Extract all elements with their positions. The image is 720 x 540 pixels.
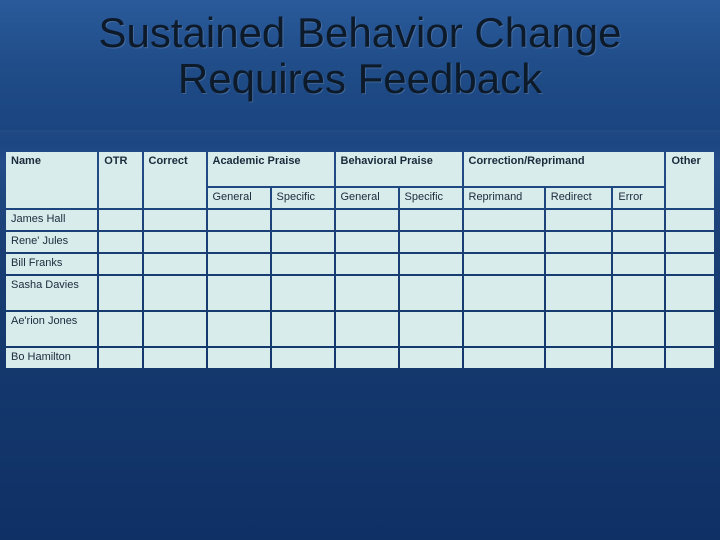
column-subheader: General <box>208 188 270 208</box>
data-cell <box>464 312 544 346</box>
data-cell <box>144 254 206 274</box>
data-cell <box>208 232 270 252</box>
column-subheader: Specific <box>272 188 334 208</box>
data-cell <box>666 232 714 252</box>
data-cell <box>336 210 398 230</box>
column-subheader: Specific <box>400 188 462 208</box>
data-cell <box>144 312 206 346</box>
table-body: James HallRene' JulesBill FranksSasha Da… <box>6 210 714 368</box>
data-cell <box>666 312 714 346</box>
data-cell <box>99 348 141 368</box>
data-cell <box>546 254 612 274</box>
slide-title: Sustained Behavior Change Requires Feedb… <box>0 0 720 102</box>
column-subheader: Redirect <box>546 188 612 208</box>
data-cell <box>613 254 664 274</box>
data-cell <box>613 210 664 230</box>
data-cell <box>144 348 206 368</box>
column-header: Behavioral Praise <box>336 152 462 186</box>
row-name-cell: Ae'rion Jones <box>6 312 97 346</box>
data-cell <box>400 312 462 346</box>
data-cell <box>208 254 270 274</box>
row-name-cell: Bo Hamilton <box>6 348 97 368</box>
data-cell <box>144 232 206 252</box>
column-header: OTR <box>99 152 141 208</box>
table-row: Sasha Davies <box>6 276 714 310</box>
data-cell <box>272 232 334 252</box>
data-cell <box>546 312 612 346</box>
data-cell <box>99 254 141 274</box>
table-row: Bill Franks <box>6 254 714 274</box>
data-cell <box>666 348 714 368</box>
data-cell <box>546 348 612 368</box>
data-cell <box>464 210 544 230</box>
data-cell <box>464 254 544 274</box>
data-cell <box>272 348 334 368</box>
column-header: Correction/Reprimand <box>464 152 665 186</box>
data-cell <box>336 276 398 310</box>
data-cell <box>400 232 462 252</box>
data-cell <box>336 232 398 252</box>
data-cell <box>400 254 462 274</box>
data-cell <box>272 210 334 230</box>
data-cell <box>208 312 270 346</box>
column-header: Academic Praise <box>208 152 334 186</box>
feedback-table-container: NameOTRCorrectAcademic PraiseBehavioral … <box>4 150 716 370</box>
data-cell <box>99 210 141 230</box>
data-cell <box>666 276 714 310</box>
data-cell <box>336 312 398 346</box>
data-cell <box>99 276 141 310</box>
data-cell <box>272 254 334 274</box>
data-cell <box>400 276 462 310</box>
data-cell <box>99 232 141 252</box>
table-row: Rene' Jules <box>6 232 714 252</box>
data-cell <box>144 210 206 230</box>
column-header: Correct <box>144 152 206 208</box>
data-cell <box>464 276 544 310</box>
data-cell <box>208 210 270 230</box>
data-cell <box>546 232 612 252</box>
data-cell <box>336 348 398 368</box>
table-header-row-1: NameOTRCorrectAcademic PraiseBehavioral … <box>6 152 714 186</box>
data-cell <box>208 348 270 368</box>
row-name-cell: Rene' Jules <box>6 232 97 252</box>
title-line-1: Sustained Behavior Change <box>98 9 621 56</box>
column-header: Other <box>666 152 714 208</box>
data-cell <box>99 312 141 346</box>
data-cell <box>464 232 544 252</box>
data-cell <box>272 276 334 310</box>
data-cell <box>546 276 612 310</box>
data-cell <box>666 210 714 230</box>
column-subheader: Error <box>613 188 664 208</box>
data-cell <box>272 312 334 346</box>
row-name-cell: Sasha Davies <box>6 276 97 310</box>
data-cell <box>613 312 664 346</box>
data-cell <box>336 254 398 274</box>
row-name-cell: Bill Franks <box>6 254 97 274</box>
column-subheader: Reprimand <box>464 188 544 208</box>
data-cell <box>208 276 270 310</box>
data-cell <box>666 254 714 274</box>
data-cell <box>144 276 206 310</box>
data-cell <box>546 210 612 230</box>
column-subheader: General <box>336 188 398 208</box>
data-cell <box>400 348 462 368</box>
table-row: Ae'rion Jones <box>6 312 714 346</box>
data-cell <box>400 210 462 230</box>
data-cell <box>464 348 544 368</box>
column-header: Name <box>6 152 97 208</box>
data-cell <box>613 232 664 252</box>
feedback-table: NameOTRCorrectAcademic PraiseBehavioral … <box>4 150 716 370</box>
row-name-cell: James Hall <box>6 210 97 230</box>
table-row: Bo Hamilton <box>6 348 714 368</box>
data-cell <box>613 276 664 310</box>
table-row: James Hall <box>6 210 714 230</box>
title-line-2: Requires Feedback <box>178 55 542 102</box>
data-cell <box>613 348 664 368</box>
